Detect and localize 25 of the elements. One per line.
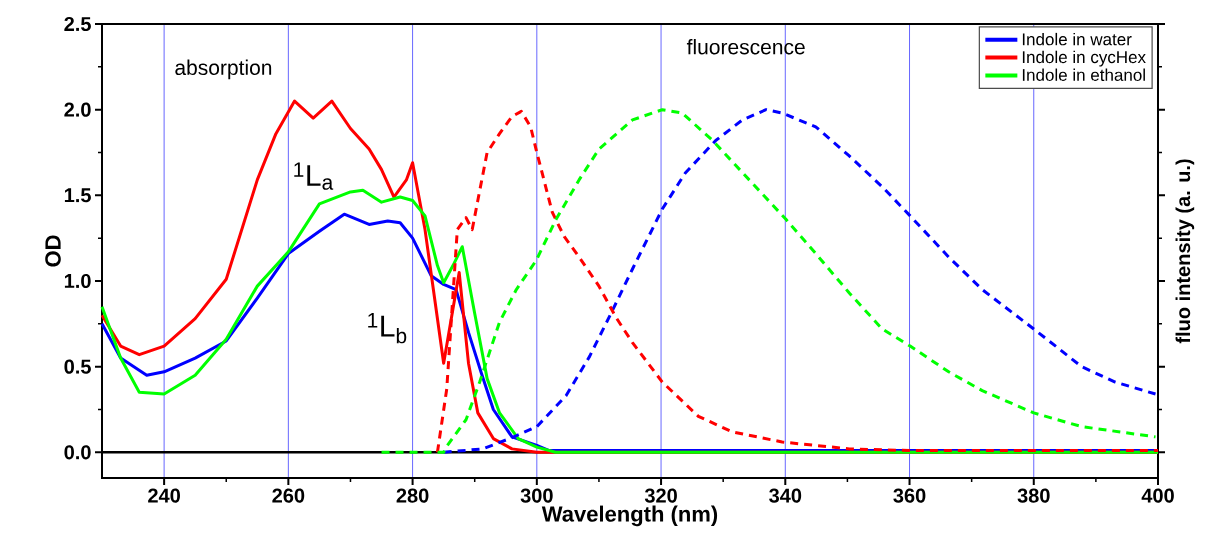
y-tick-label: 0.5 <box>64 359 91 374</box>
x-tick-label: 300 <box>520 488 553 503</box>
x-axis-title: Wavelength (nm) <box>541 505 718 527</box>
legend-label: Indole in water <box>1022 32 1132 46</box>
x-tick-label: 400 <box>1141 488 1174 503</box>
annotation: absorption <box>175 59 272 80</box>
x-tick-label: 360 <box>893 488 926 503</box>
annotation: $^{1}$L$_{a}$ <box>294 162 334 190</box>
annotation: $^{1}$L$_{b}$ <box>368 313 407 344</box>
y-tick-label: 2.5 <box>64 16 91 32</box>
x-tick-label: 380 <box>1017 488 1050 503</box>
y-tick-label: 2.0 <box>64 102 91 117</box>
y-tick-label: 1.0 <box>64 273 91 289</box>
legend-label: Indole in cycHex <box>1022 50 1146 67</box>
y-tick-label: 0.0 <box>64 445 91 460</box>
y2-axis-title: fluo intensity (a. u.) <box>1175 159 1195 344</box>
x-tick-label: 260 <box>272 488 305 503</box>
legend-label: Indole in ethanol <box>1022 68 1145 81</box>
x-tick-label: 240 <box>148 488 180 503</box>
x-tick-label: 280 <box>396 488 429 503</box>
y-axis-title: OD <box>45 235 61 267</box>
x-tick-label: 340 <box>769 488 802 503</box>
y-tick-label: 1.5 <box>64 188 91 203</box>
annotation: fluorescence <box>686 38 805 55</box>
x-tick-label: 320 <box>644 488 677 503</box>
